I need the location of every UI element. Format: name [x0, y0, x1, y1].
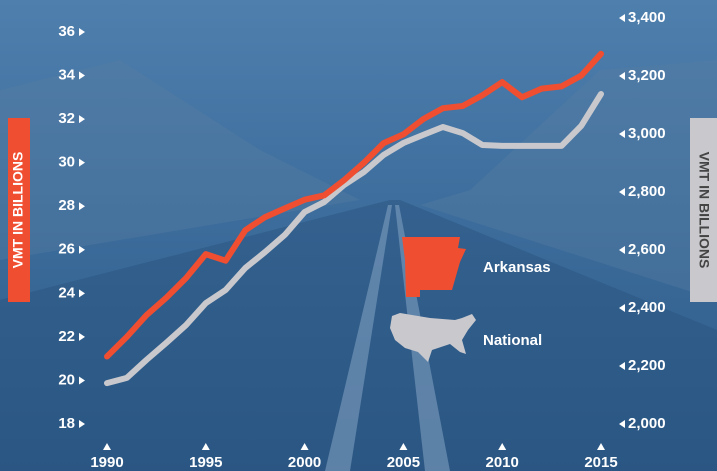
y2-tick-label: 2,400 — [628, 299, 666, 316]
y-tick-label: 36 — [58, 23, 75, 40]
legend-label: National — [483, 332, 542, 349]
x-tick-label: 2015 — [584, 454, 617, 471]
x-tick-label: 2010 — [486, 454, 519, 471]
y2-tick-label: 2,200 — [628, 357, 666, 374]
y-tick-label: 24 — [58, 284, 75, 301]
y-axis-title: VMT IN BILLIONS — [10, 152, 26, 269]
y-tick-label: 20 — [58, 371, 75, 388]
chart: VMT IN BILLIONS VMT IN BILLIONS 18 20 22 24… — [0, 0, 717, 471]
x-tick-label: 2000 — [288, 454, 321, 471]
y2-tick-label: 3,400 — [628, 9, 666, 26]
x-tick-label: 1995 — [189, 454, 222, 471]
y2-tick-label: 2,000 — [628, 415, 666, 432]
y2-tick-label: 2,600 — [628, 241, 666, 258]
y2-tick-label: 3,000 — [628, 125, 666, 142]
y-tick-label: 26 — [58, 241, 75, 258]
y-tick-label: 28 — [58, 197, 75, 214]
y-tick-label: 18 — [58, 415, 75, 432]
y-tick-label: 22 — [58, 328, 75, 345]
y-tick-label: 34 — [58, 67, 75, 84]
y2-axis-title: VMT IN BILLIONS — [696, 152, 712, 269]
x-tick-label: 2005 — [387, 454, 420, 471]
y2-tick-label: 2,800 — [628, 183, 666, 200]
y-tick-label: 32 — [58, 110, 75, 127]
legend-label: Arkansas — [483, 259, 551, 276]
x-tick-label: 1990 — [90, 454, 123, 471]
y-tick-label: 30 — [58, 154, 75, 171]
y2-tick-label: 3,200 — [628, 67, 666, 84]
